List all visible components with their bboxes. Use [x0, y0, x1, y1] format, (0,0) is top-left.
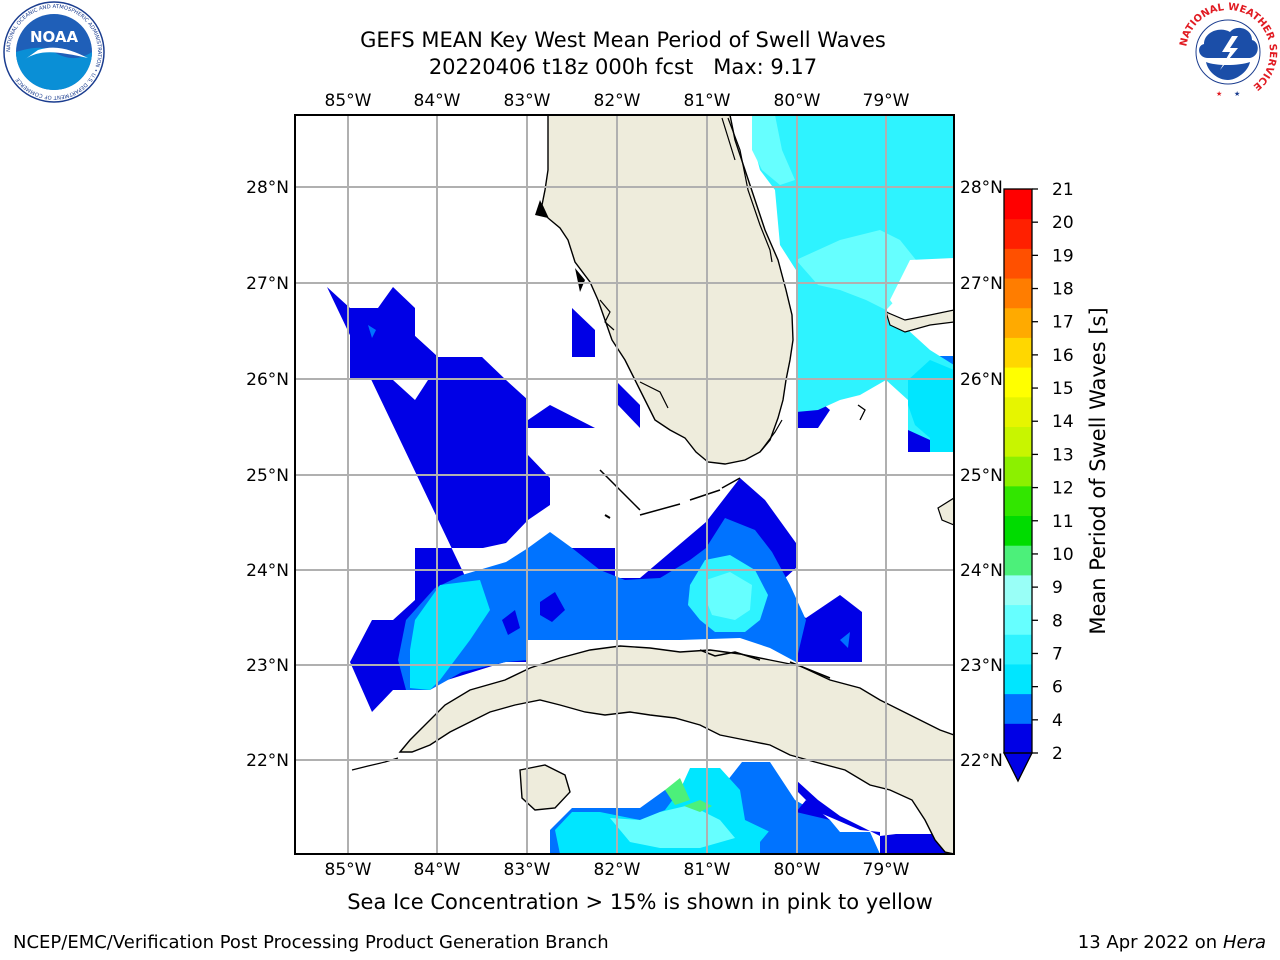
colorbar-segment: [1004, 396, 1032, 427]
colorbar-segment: [1004, 604, 1032, 635]
lon-tick-top: 80°W: [774, 91, 821, 111]
lon-tick-bottom: 80°W: [774, 860, 821, 880]
florida-keys: [599, 469, 741, 516]
lon-tick-bottom: 79°W: [863, 860, 910, 880]
colorbar-tick-label: 18: [1052, 280, 1074, 300]
lat-tick-right: 28°N: [960, 178, 1003, 198]
florida-coast-detail: [599, 117, 783, 453]
colorbar-segment: [1004, 515, 1032, 546]
lon-tick-top: 82°W: [594, 91, 641, 111]
noaa-logo-text: NOAA: [30, 28, 79, 46]
lon-tick-top: 85°W: [325, 91, 372, 111]
colorbar-segment: [1004, 307, 1032, 338]
lat-tick-right: 22°N: [960, 751, 1003, 771]
lat-tick-right: 23°N: [960, 656, 1003, 676]
cuba-land: [398, 645, 954, 854]
chart-title: GEFS MEAN Key West Mean Period of Swell …: [360, 28, 886, 52]
colorbar-segment: [1004, 367, 1032, 398]
lat-tick-left: 27°N: [246, 274, 289, 294]
andros-island: [937, 497, 954, 526]
florida-land: [541, 115, 794, 465]
colorbar-tick-label: 2: [1052, 744, 1063, 764]
colorbar-tick-label: 16: [1052, 346, 1074, 366]
colorbar-segment: [1004, 218, 1032, 249]
star-icon: ★: [1216, 90, 1222, 98]
map-area: [295, 115, 954, 854]
colorbar-tick-label: 21: [1052, 180, 1074, 200]
colorbar-tick-label: 6: [1052, 678, 1063, 698]
bahamas-land: [885, 309, 954, 333]
colorbar-tick-label: 10: [1052, 545, 1074, 565]
colorbar-tick-label: 19: [1052, 246, 1074, 266]
dry-tortugas: [604, 514, 611, 519]
colorbar-segment: [1004, 693, 1032, 724]
lon-tick-bottom: 81°W: [684, 860, 731, 880]
chart-subtitle: 20220406 t18z 000h fcst Max: 9.17: [428, 55, 818, 79]
colorbar-frame: [1003, 188, 1033, 754]
lat-tick-left: 24°N: [246, 561, 289, 581]
colorbar-label: Mean Period of Swell Waves [s]: [1086, 307, 1110, 634]
colorbar-segment: [1004, 278, 1032, 309]
footer-date: 13 Apr 2022 on Hera: [1078, 932, 1266, 953]
map-frame: [294, 114, 955, 855]
lon-tick-top: 81°W: [684, 91, 731, 111]
nws-logo: NATIONAL WEATHER SERVICE ★ ★: [1178, 2, 1278, 101]
lat-tick-left: 26°N: [246, 370, 289, 390]
colorbar-segment: [1004, 456, 1032, 487]
bahamas-island: [857, 404, 866, 421]
colorbar-tick-label: 17: [1052, 313, 1074, 333]
colorbar-segments: [1004, 189, 1032, 754]
colorbar-tick-label: 4: [1052, 711, 1063, 731]
colorbar-tick-label: 14: [1052, 412, 1074, 432]
footer-host: Hera: [1222, 932, 1266, 953]
colorbar-tick-label: 15: [1052, 379, 1074, 399]
lat-tick-right: 24°N: [960, 561, 1003, 581]
colorbar-segment: [1004, 485, 1032, 517]
footer-credit: NCEP/EMC/Verification Post Processing Pr…: [13, 932, 609, 953]
lat-tick-left: 28°N: [246, 178, 289, 198]
lat-tick-right: 25°N: [960, 466, 1003, 486]
lon-tick-bottom: 84°W: [414, 860, 461, 880]
colorbar-extend-arrow: [1002, 752, 1034, 783]
lat-tick-right: 27°N: [960, 274, 1003, 294]
colorbar-tick-label: 7: [1052, 644, 1063, 664]
colorbar-tick-label: 9: [1052, 578, 1063, 598]
colorbar-segment: [1004, 634, 1032, 665]
colorbar-tick-label: 20: [1052, 213, 1074, 233]
colorbar-ticks: 2 4 6 7 8 9 10 11 12 13 14 15 16 17 18 19 20 21: [1032, 180, 1074, 764]
colorbar-segment: [1004, 337, 1032, 368]
colorbar-segment: [1004, 189, 1032, 220]
colorbar-segment: [1004, 426, 1032, 457]
swell-field-gulf: [327, 287, 954, 854]
isla-juventud: [519, 764, 571, 811]
lon-tick-top: 79°W: [863, 91, 910, 111]
footer-date-text: 13 Apr 2022 on: [1077, 932, 1223, 953]
colorbar-segment: [1004, 723, 1032, 754]
colorbar-tick-label: 11: [1052, 512, 1074, 532]
colorbar-segment: [1004, 663, 1032, 695]
colorbar-tick-label: 8: [1052, 611, 1063, 631]
colorbar-tick-label: 13: [1052, 445, 1074, 465]
lon-tick-bottom: 83°W: [504, 860, 551, 880]
colorbar-segment: [1004, 248, 1032, 279]
lon-tick-bottom: 82°W: [594, 860, 641, 880]
colorbar-segment: [1004, 574, 1032, 606]
colorbar-tick-label: 12: [1052, 479, 1074, 499]
lat-tick-right: 26°N: [960, 370, 1003, 390]
caption: Sea Ice Concentration > 15% is shown in …: [347, 890, 933, 914]
colorbar: 2 4 6 7 8 9 10 11 12 13 14 15 16 17 18 19 20 21 Mean Peri…: [1002, 180, 1110, 783]
lat-tick-left: 22°N: [246, 751, 289, 771]
colorbar-segment: [1004, 545, 1032, 576]
graticule: [295, 115, 954, 854]
star-icon: ★: [1234, 90, 1240, 98]
lat-tick-left: 25°N: [246, 466, 289, 486]
lon-tick-bottom: 85°W: [325, 860, 372, 880]
lon-tick-top: 84°W: [414, 91, 461, 111]
lat-tick-left: 23°N: [246, 656, 289, 676]
noaa-logo: NATIONAL OCEANIC AND ATMOSPHERIC ADMINIS…: [3, 1, 105, 103]
lon-tick-top: 83°W: [504, 91, 551, 111]
